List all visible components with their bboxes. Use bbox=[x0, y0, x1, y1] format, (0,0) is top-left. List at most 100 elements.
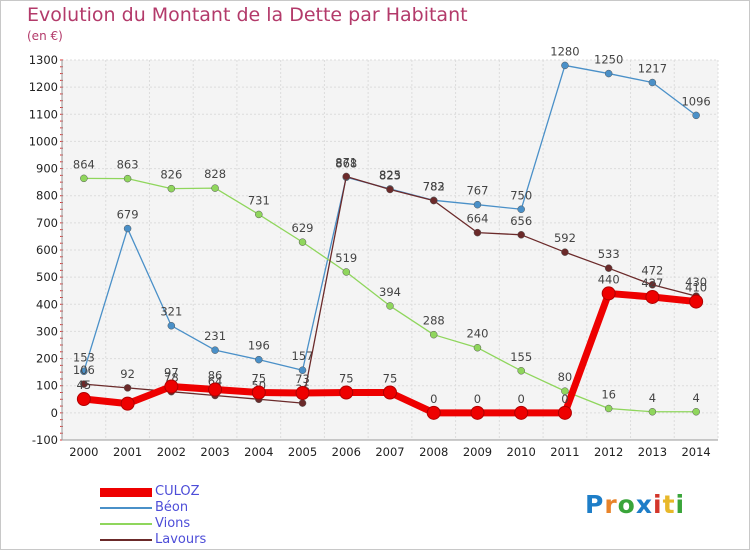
data-label-culoz: 410 bbox=[685, 281, 707, 295]
data-label-lavours: 823 bbox=[379, 168, 401, 182]
data-label-lavours: 533 bbox=[598, 247, 620, 261]
logo-letter: x bbox=[635, 490, 653, 519]
legend-label: CULOZ bbox=[155, 484, 200, 499]
data-point-vions bbox=[692, 408, 700, 416]
logo-letter: i bbox=[675, 490, 686, 519]
data-label-lavours: 92 bbox=[120, 367, 135, 381]
legend-swatch bbox=[100, 488, 152, 497]
data-label-culoz: 86 bbox=[208, 369, 223, 383]
data-label-béon: 1217 bbox=[638, 62, 667, 76]
line-chart: -100010020030040050060070080090010001100… bbox=[29, 44, 719, 459]
data-point-lavours bbox=[473, 228, 482, 237]
data-label-béon: 1280 bbox=[550, 44, 579, 58]
data-label-vions: 826 bbox=[160, 168, 182, 182]
x-tick-label: 2008 bbox=[419, 445, 448, 459]
data-label-béon: 231 bbox=[204, 329, 226, 343]
data-point-culoz bbox=[339, 385, 354, 400]
data-label-culoz: 0 bbox=[518, 392, 525, 406]
data-point-vions bbox=[648, 408, 657, 416]
data-point-vions bbox=[604, 404, 613, 413]
data-label-vions: 394 bbox=[379, 285, 401, 299]
y-tick-label: 1200 bbox=[29, 80, 58, 94]
data-label-béon: 750 bbox=[510, 188, 532, 202]
x-tick-label: 2003 bbox=[200, 445, 229, 459]
data-label-béon: 196 bbox=[248, 339, 270, 353]
x-tick-label: 2004 bbox=[244, 445, 273, 459]
y-tick-label: 0 bbox=[51, 406, 58, 420]
data-label-béon: 321 bbox=[160, 305, 182, 319]
data-point-vions bbox=[80, 174, 88, 183]
data-label-vions: 240 bbox=[466, 327, 488, 341]
data-label-lavours: 871 bbox=[335, 155, 357, 169]
data-label-culoz: 0 bbox=[561, 392, 568, 406]
data-point-lavours bbox=[298, 399, 307, 407]
data-label-béon: 868 bbox=[335, 156, 357, 170]
data-point-vions bbox=[255, 210, 263, 219]
data-point-lavours bbox=[80, 380, 88, 388]
data-point-vions bbox=[429, 330, 438, 339]
x-tick-label: 2000 bbox=[69, 445, 98, 459]
data-point-béon bbox=[473, 200, 482, 209]
data-label-lavours: 430 bbox=[685, 275, 707, 289]
data-label-culoz: 440 bbox=[598, 272, 620, 286]
y-tick-label: 500 bbox=[36, 270, 58, 284]
data-point-béon bbox=[255, 355, 263, 364]
data-point-culoz bbox=[514, 405, 529, 420]
logo-letter: i bbox=[653, 490, 663, 519]
data-point-culoz bbox=[251, 385, 266, 400]
y-tick-label: 700 bbox=[36, 216, 58, 230]
x-tick-label: 2009 bbox=[463, 445, 492, 459]
legend-label: Lavours bbox=[155, 532, 207, 547]
data-point-culoz bbox=[601, 286, 616, 301]
x-tick-label: 2011 bbox=[550, 445, 579, 459]
data-label-lavours: 592 bbox=[554, 231, 576, 245]
logo-letter: o bbox=[617, 490, 636, 519]
legend-swatch bbox=[100, 539, 152, 541]
data-point-lavours bbox=[604, 264, 613, 272]
data-point-béon bbox=[80, 367, 88, 376]
data-label-béon: 783 bbox=[423, 179, 445, 193]
data-point-culoz bbox=[383, 385, 397, 400]
data-label-béon: 1096 bbox=[681, 94, 710, 108]
data-point-béon bbox=[561, 61, 569, 70]
data-label-béon: 157 bbox=[292, 349, 314, 363]
data-point-lavours bbox=[386, 185, 394, 194]
data-point-béon bbox=[298, 366, 307, 374]
logo-letter: r bbox=[604, 490, 618, 519]
data-point-culoz bbox=[426, 405, 441, 420]
x-tick-label: 2013 bbox=[638, 445, 667, 459]
data-label-culoz: 45 bbox=[77, 378, 92, 392]
data-label-vions: 864 bbox=[73, 157, 95, 171]
data-label-béon: 153 bbox=[73, 350, 95, 364]
data-point-vions bbox=[167, 184, 176, 193]
data-point-béon bbox=[123, 224, 132, 233]
data-point-culoz bbox=[208, 382, 223, 397]
proxiti-logo: Proxiti bbox=[585, 490, 685, 519]
data-label-vions: 155 bbox=[510, 350, 532, 364]
x-tick-label: 2002 bbox=[157, 445, 186, 459]
series-line-lavours bbox=[83, 383, 304, 404]
data-label-vions: 828 bbox=[204, 167, 226, 181]
data-point-culoz bbox=[76, 392, 91, 407]
legend-label: Vions bbox=[155, 516, 191, 531]
data-point-lavours bbox=[123, 384, 132, 392]
x-tick-label: 2005 bbox=[288, 445, 317, 459]
data-label-vions: 4 bbox=[649, 391, 656, 405]
y-tick-label: 100 bbox=[36, 379, 58, 393]
data-point-culoz bbox=[689, 294, 704, 309]
x-tick-label: 2012 bbox=[594, 445, 623, 459]
data-point-lavours bbox=[561, 248, 569, 256]
y-tick-label: 1000 bbox=[29, 134, 58, 148]
chart-title: Evolution du Montant de la Dette par Hab… bbox=[27, 4, 468, 26]
data-label-béon: 1250 bbox=[594, 53, 623, 67]
data-label-lavours: 664 bbox=[466, 212, 488, 226]
chart-unit: (en €) bbox=[27, 29, 63, 43]
x-tick-label: 2007 bbox=[375, 445, 404, 459]
data-label-lavours: 782 bbox=[423, 180, 445, 194]
data-label-culoz: 427 bbox=[641, 276, 663, 290]
data-point-culoz bbox=[557, 405, 572, 420]
data-label-vions: 16 bbox=[601, 388, 616, 402]
x-tick-label: 2014 bbox=[681, 445, 710, 459]
logo-letter: P bbox=[585, 490, 605, 519]
data-point-béon bbox=[604, 69, 613, 78]
